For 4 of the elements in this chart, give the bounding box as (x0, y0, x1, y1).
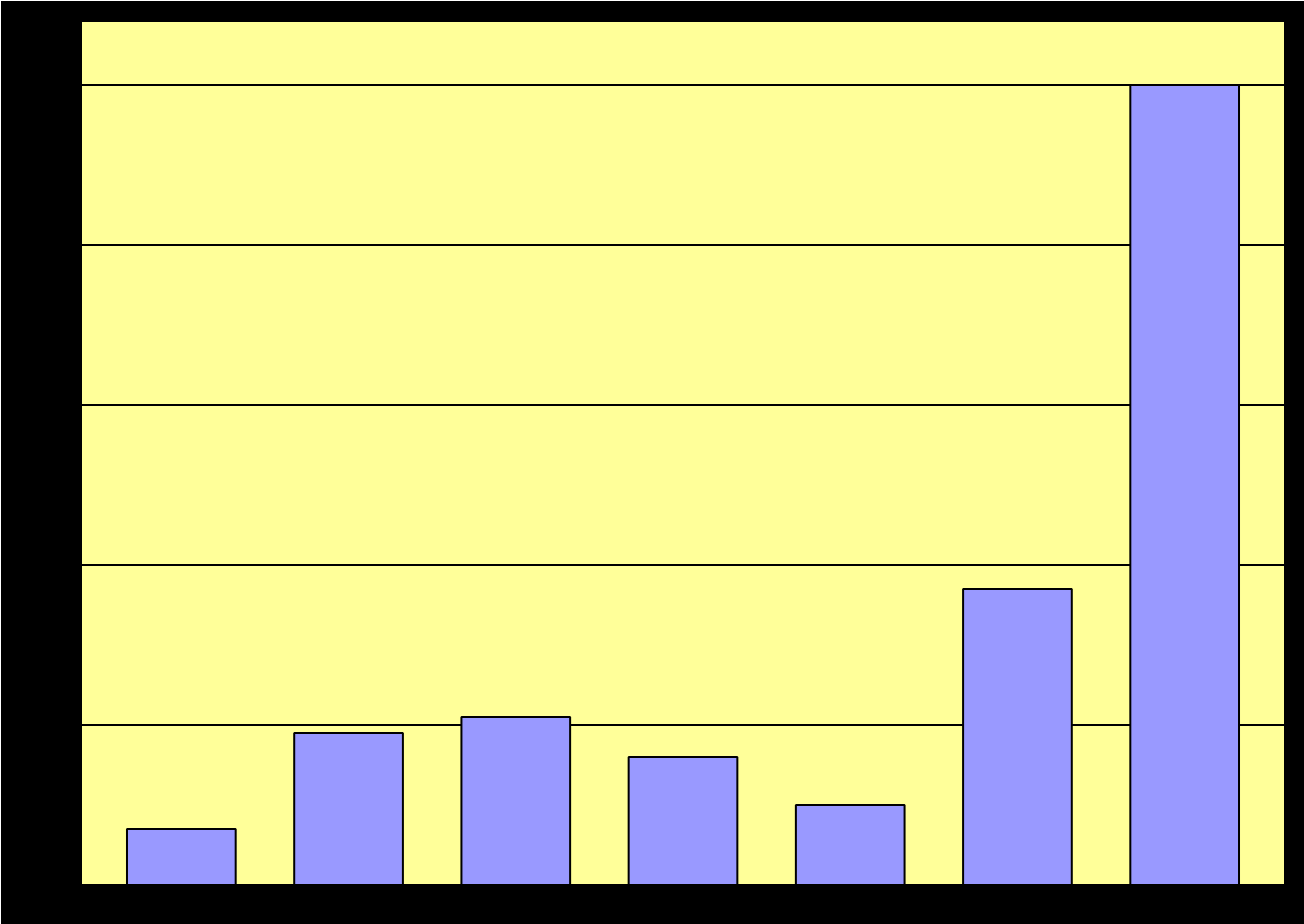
bar (794, 804, 906, 885)
bar (293, 732, 404, 885)
bar (627, 756, 739, 885)
bar (125, 828, 237, 885)
